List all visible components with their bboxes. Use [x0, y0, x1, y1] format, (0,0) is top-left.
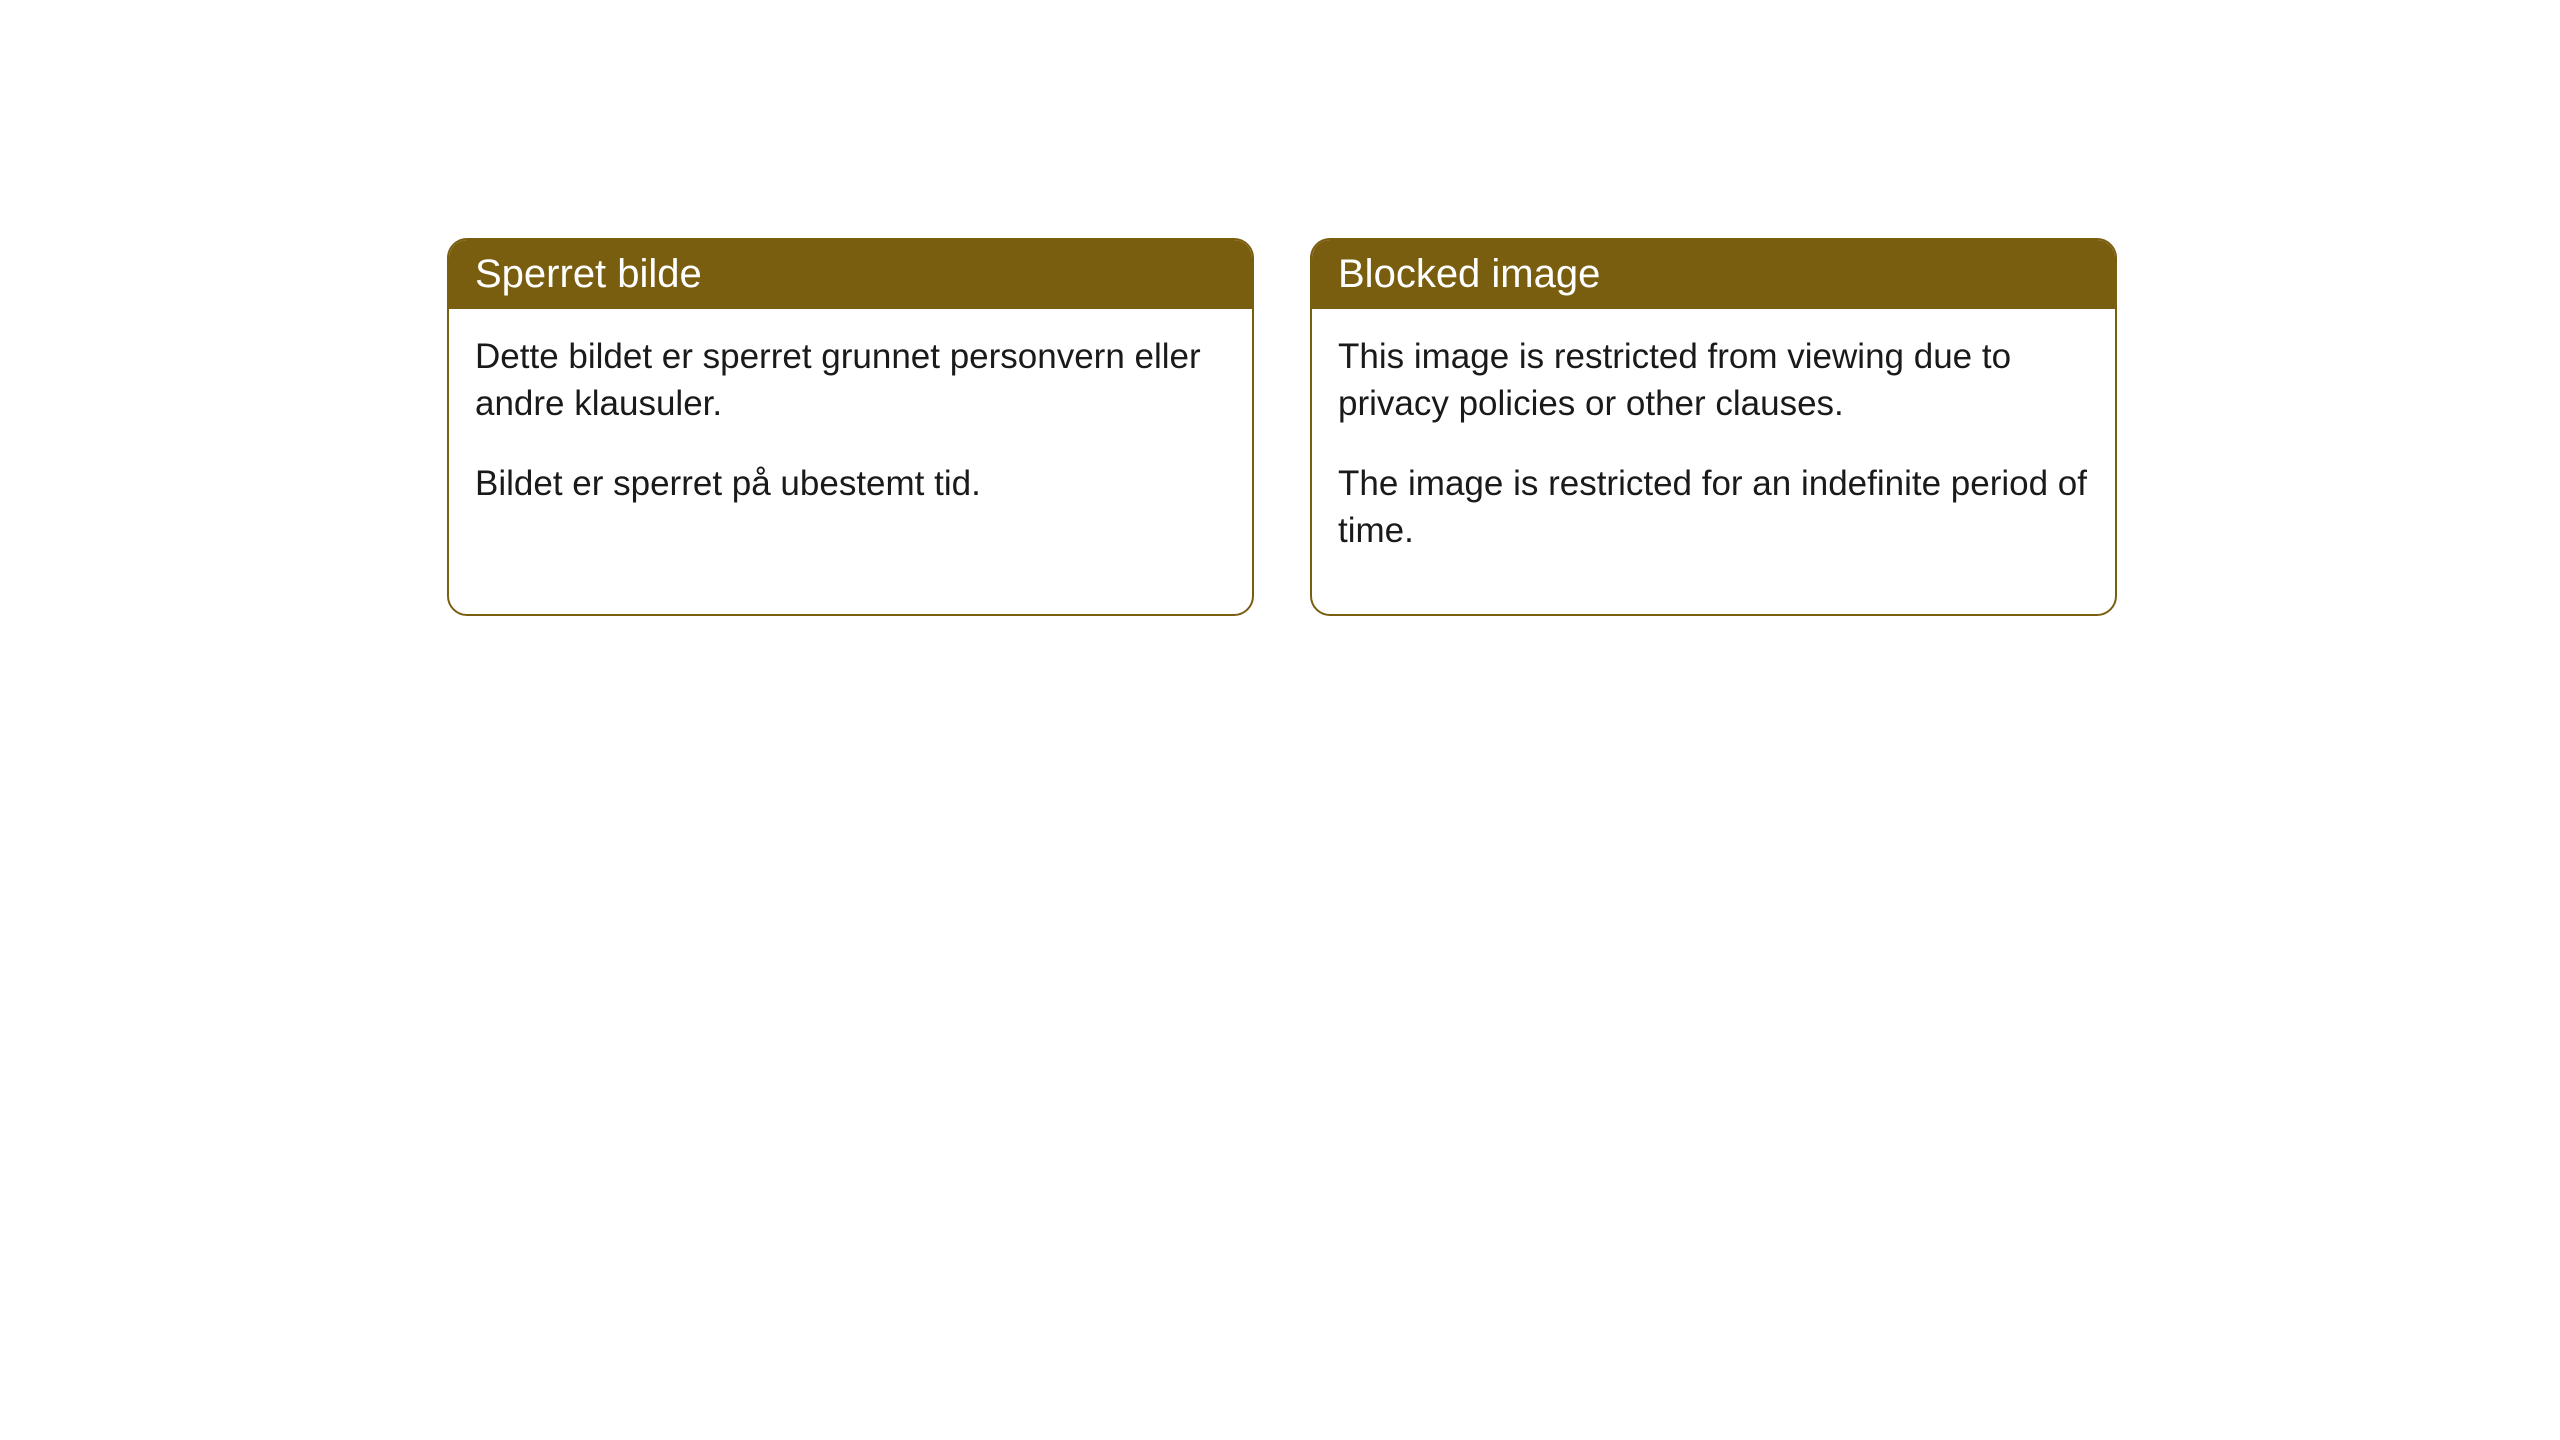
- card-title: Sperret bilde: [449, 240, 1252, 309]
- notice-cards-container: Sperret bilde Dette bildet er sperret gr…: [447, 238, 2117, 616]
- notice-paragraph-1: This image is restricted from viewing du…: [1338, 333, 2089, 428]
- card-body: Dette bildet er sperret grunnet personve…: [449, 309, 1252, 567]
- card-title: Blocked image: [1312, 240, 2115, 309]
- notice-card-norwegian: Sperret bilde Dette bildet er sperret gr…: [447, 238, 1254, 616]
- card-body: This image is restricted from viewing du…: [1312, 309, 2115, 614]
- notice-card-english: Blocked image This image is restricted f…: [1310, 238, 2117, 616]
- notice-paragraph-1: Dette bildet er sperret grunnet personve…: [475, 333, 1226, 428]
- notice-paragraph-2: Bildet er sperret på ubestemt tid.: [475, 460, 1226, 507]
- notice-paragraph-2: The image is restricted for an indefinit…: [1338, 460, 2089, 555]
